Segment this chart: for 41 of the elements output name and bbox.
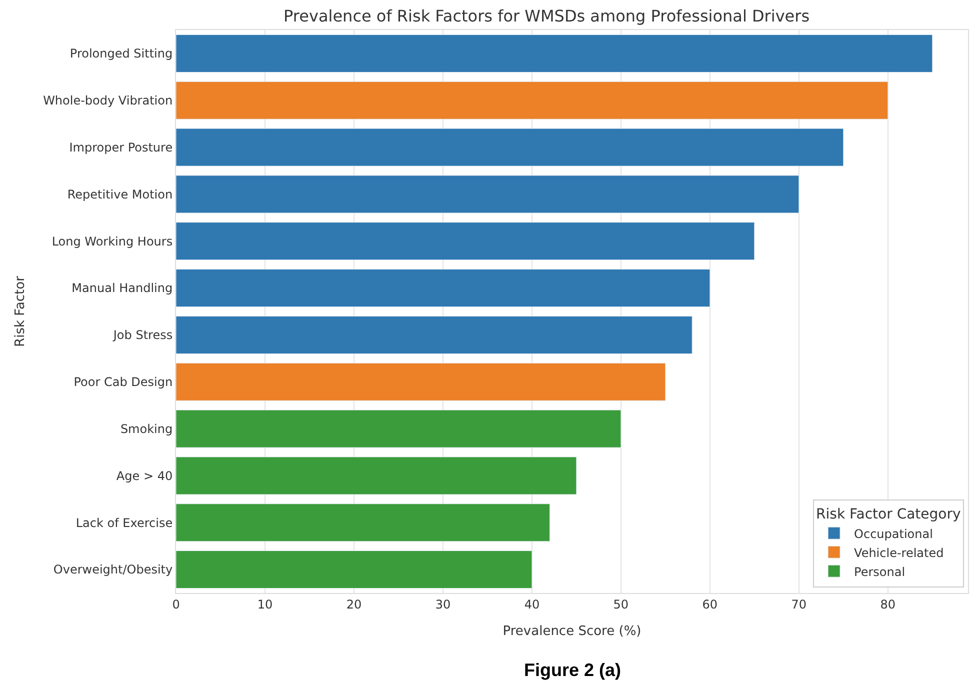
y-tick-label: Prolonged Sitting — [70, 46, 173, 61]
chart-title: Prevalence of Risk Factors for WMSDs among Professional Drivers — [284, 6, 810, 26]
bar — [176, 222, 755, 260]
bar — [176, 81, 888, 120]
y-tick-label: Whole-body Vibration — [43, 94, 173, 108]
bar — [176, 362, 666, 401]
x-tick-label: 60 — [702, 597, 718, 612]
y-tick-label: Manual Handling — [72, 281, 173, 296]
x-tick-label: 40 — [524, 597, 540, 612]
y-tick-label: Overweight/Obesity — [53, 562, 173, 577]
y-tick-label: Lack of Exercise — [76, 516, 173, 530]
y-tick-label: Smoking — [120, 422, 173, 436]
y-axis-title: Risk Factor — [13, 275, 28, 347]
bar — [176, 34, 933, 72]
x-tick-label: 10 — [257, 597, 273, 612]
legend-label: Personal — [854, 564, 906, 579]
bar — [176, 456, 577, 495]
legend-title: Risk Factor Category — [816, 506, 961, 523]
bar — [176, 269, 710, 308]
bar — [176, 128, 844, 166]
y-tick-label: Improper Posture — [69, 140, 173, 154]
x-tick-label: 30 — [435, 597, 451, 612]
bar — [176, 410, 622, 448]
legend-label: Vehicle-related — [854, 546, 944, 560]
bar — [176, 175, 800, 214]
x-tick-label: 50 — [613, 597, 629, 612]
caption: Figure 2 (a) — [524, 660, 622, 680]
y-tick-label: Job Stress — [112, 328, 173, 342]
bar — [176, 316, 692, 354]
x-tick-label: 80 — [880, 597, 896, 612]
x-tick-label: 0 — [172, 597, 180, 612]
y-tick-label: Long Working Hours — [52, 234, 173, 248]
bar — [176, 550, 532, 589]
y-tick-label: Age > 40 — [116, 468, 173, 483]
x-tick-label: 20 — [346, 597, 362, 612]
legend-label: Occupational — [854, 526, 933, 541]
y-tick-label: Poor Cab Design — [74, 375, 173, 390]
x-axis-title: Prevalence Score (%) — [502, 624, 642, 639]
bar — [176, 504, 550, 542]
x-tick-label: 70 — [791, 597, 807, 612]
y-tick-label: Repetitive Motion — [67, 187, 173, 202]
